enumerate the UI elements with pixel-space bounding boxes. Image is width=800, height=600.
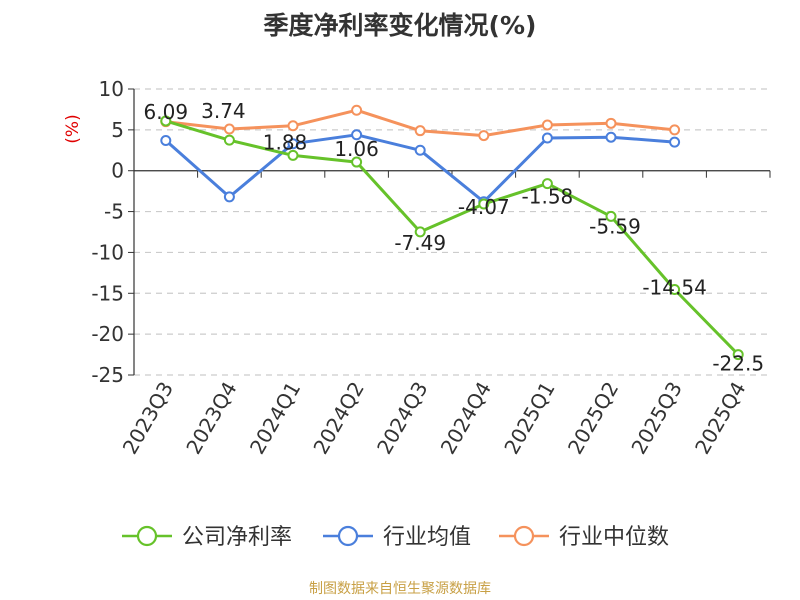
series-point	[669, 124, 681, 136]
data-label: -4.07	[458, 195, 510, 219]
series-point	[414, 144, 426, 156]
series-point	[605, 117, 617, 129]
legend-label: 行业中位数	[559, 525, 669, 550]
y-tick-label: -10	[91, 240, 124, 264]
x-tick-label: 2024Q4	[436, 378, 496, 459]
series-point	[351, 156, 363, 168]
data-label: 3.74	[201, 99, 246, 123]
data-label: 1.88	[263, 130, 308, 154]
legend-marker	[337, 525, 359, 547]
x-tick-label: 2024Q3	[372, 378, 432, 459]
series-point	[605, 210, 617, 222]
series-point	[287, 149, 299, 161]
series-point	[223, 191, 235, 203]
y-tick-label: -20	[91, 322, 124, 346]
x-tick-label: 2025Q1	[499, 378, 559, 459]
series-point	[160, 115, 172, 127]
series-point	[414, 125, 426, 137]
series-point	[287, 138, 299, 150]
data-label: -22.5	[712, 352, 764, 376]
series-point	[732, 349, 744, 361]
series-point	[414, 226, 426, 238]
x-tick-label: 2025Q4	[690, 378, 750, 459]
data-label: -1.58	[522, 185, 574, 209]
x-tick-label: 2023Q3	[118, 378, 178, 459]
legend-label: 行业均值	[383, 525, 471, 550]
data-label: -14.54	[642, 276, 706, 300]
series-point	[287, 120, 299, 132]
legend-marker	[513, 525, 535, 547]
series-point	[541, 178, 553, 190]
series-point	[541, 132, 553, 144]
data-label: -7.49	[394, 231, 446, 255]
y-tick-label: -25	[91, 363, 124, 387]
y-tick-label: 0	[111, 159, 124, 183]
series-point	[223, 123, 235, 135]
data-label: -5.59	[589, 214, 641, 238]
x-tick-label: 2023Q4	[181, 378, 241, 459]
series-point	[669, 284, 681, 296]
series-point	[223, 134, 235, 146]
x-tick-label: 2025Q2	[563, 378, 623, 459]
data-label: 1.06	[334, 137, 379, 161]
source-note: 制图数据来自恒生聚源数据库	[309, 581, 491, 597]
y-tick-label: 5	[111, 118, 124, 142]
series-point	[541, 119, 553, 131]
y-tick-label: -15	[91, 281, 124, 305]
x-tick-label: 2024Q1	[245, 378, 305, 459]
y-tick-label: 10	[99, 77, 124, 101]
series-point	[605, 131, 617, 143]
data-label: 6.09	[144, 100, 189, 124]
series-point	[351, 129, 363, 141]
y-axis-label: (%)	[63, 114, 83, 143]
series-point	[478, 198, 490, 210]
series-line	[165, 119, 740, 356]
series-point	[351, 104, 363, 116]
legend-marker	[136, 525, 158, 547]
chart-title: 季度净利率变化情况(%)	[263, 11, 537, 40]
y-tick-label: -5	[104, 200, 124, 224]
x-tick-label: 2025Q3	[626, 378, 686, 459]
series-point	[478, 130, 490, 142]
series-point	[669, 136, 681, 148]
legend-label: 公司净利率	[182, 525, 292, 550]
x-tick-label: 2024Q2	[308, 378, 368, 459]
series-point	[160, 134, 172, 146]
